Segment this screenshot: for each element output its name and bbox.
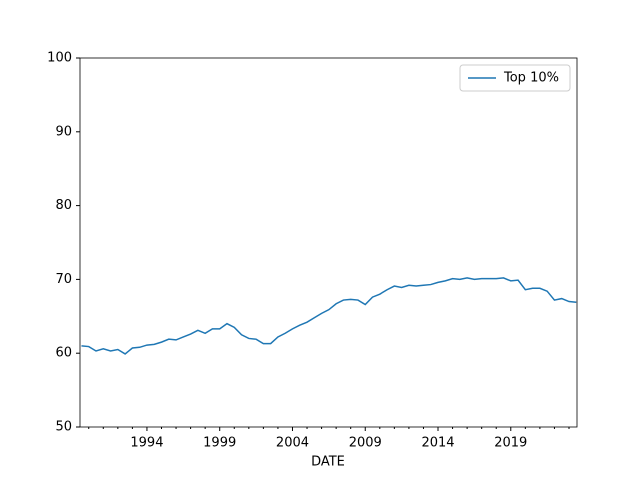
x-tick-label: 2004 xyxy=(276,436,309,451)
x-tick-label: 2014 xyxy=(421,436,454,451)
y-tick-label: 100 xyxy=(47,51,72,66)
x-axis-label: DATE xyxy=(311,455,345,470)
x-tick-label: 1999 xyxy=(203,436,236,451)
y-tick-label: 70 xyxy=(55,272,72,287)
x-tick-label: 2019 xyxy=(494,436,527,451)
x-tick-label: 2009 xyxy=(349,436,382,451)
y-tick-label: 50 xyxy=(55,420,72,435)
plot-frame xyxy=(79,57,578,428)
line-series xyxy=(81,277,577,355)
y-tick-label: 90 xyxy=(55,124,72,139)
legend-label: Top 10% xyxy=(503,71,559,86)
legend-box xyxy=(459,64,571,92)
y-tick-label: 60 xyxy=(55,346,72,361)
x-tick-label: 1994 xyxy=(130,436,163,451)
y-tick-label: 80 xyxy=(55,198,72,213)
